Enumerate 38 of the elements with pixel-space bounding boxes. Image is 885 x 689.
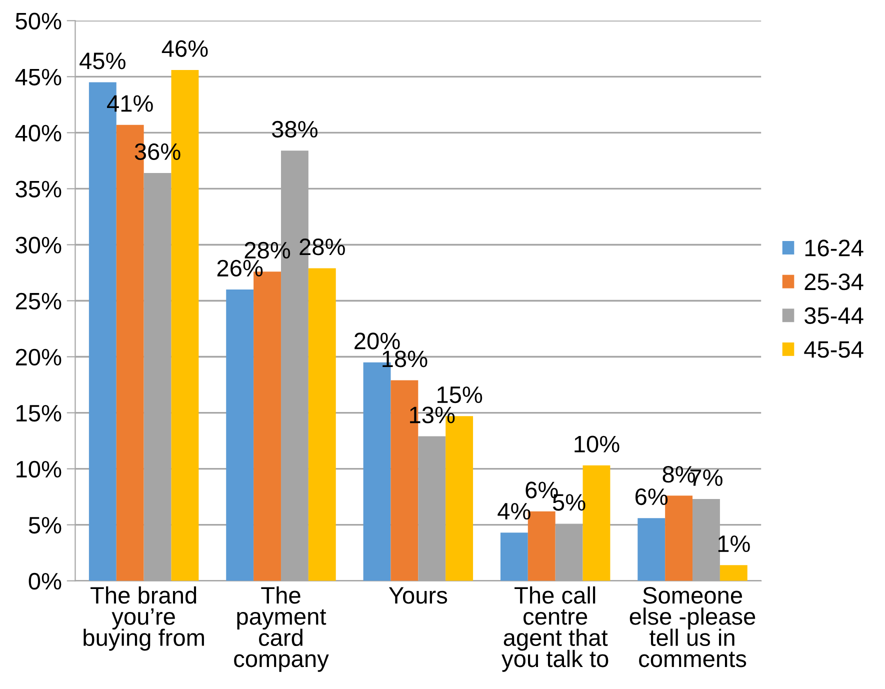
data-label: 6% xyxy=(635,488,668,506)
legend-label: 45-54 xyxy=(804,341,864,358)
legend-label: 35-44 xyxy=(804,307,864,324)
bar xyxy=(638,518,666,581)
bar xyxy=(500,532,528,581)
y-tick-label: 10% xyxy=(16,460,62,478)
bar xyxy=(308,268,336,581)
x-tick-label: Someone else -please tell us in comments xyxy=(630,587,756,668)
bar xyxy=(720,565,748,581)
data-label: 45% xyxy=(80,52,126,70)
y-tick-label: 15% xyxy=(16,404,62,422)
data-label: 28% xyxy=(244,242,290,259)
data-label: 4% xyxy=(498,503,530,520)
y-tick-label: 35% xyxy=(16,180,62,198)
x-tick-label: The call centre agent that you talk to xyxy=(502,586,608,672)
y-tick-label: 50% xyxy=(16,12,62,30)
data-label: 26% xyxy=(217,260,263,277)
y-tick-label: 30% xyxy=(16,236,62,254)
y-tick-label: 0% xyxy=(28,572,62,590)
data-label: 18% xyxy=(382,350,428,368)
x-tick-label: The payment card company xyxy=(234,586,329,672)
data-label: 46% xyxy=(162,40,208,57)
x-tick-label: The brand you’re buying from xyxy=(84,586,204,651)
y-tick-label: 20% xyxy=(16,348,62,366)
legend-label: 25-34 xyxy=(804,273,864,290)
legend-label: 16-24 xyxy=(805,240,864,256)
bar xyxy=(226,290,254,581)
data-label: 10% xyxy=(574,436,620,452)
x-tick-label: Yours xyxy=(388,587,448,604)
y-tick-label: 25% xyxy=(16,292,62,310)
data-label: 15% xyxy=(437,386,482,404)
data-label: 20% xyxy=(354,332,400,350)
y-tick-label: 45% xyxy=(15,68,62,86)
y-tick-label: 40% xyxy=(15,124,62,142)
data-label: 1% xyxy=(718,536,750,552)
y-tick-label: 5% xyxy=(28,516,62,534)
data-label: 38% xyxy=(272,120,318,138)
data-label: 28% xyxy=(300,238,345,256)
